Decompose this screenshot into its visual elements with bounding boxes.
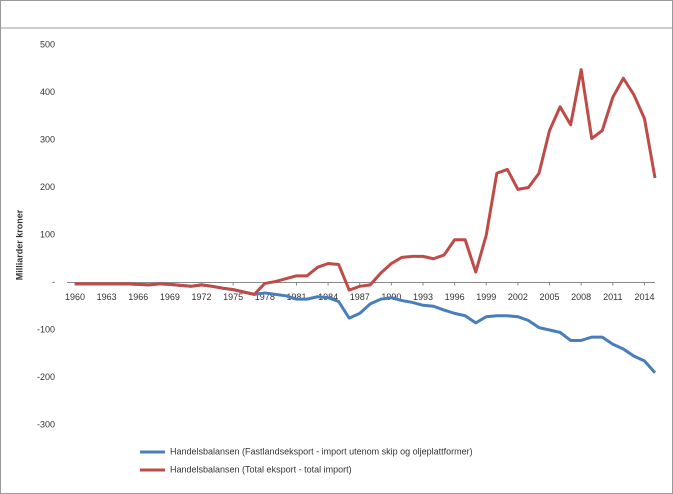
y-tick-label: 300 xyxy=(40,134,55,144)
x-tick-label: 1966 xyxy=(128,292,148,302)
x-tick-label: 1969 xyxy=(160,292,180,302)
y-tick-label: - xyxy=(52,277,55,287)
x-tick-label: 1996 xyxy=(445,292,465,302)
x-tick-label: 1972 xyxy=(192,292,212,302)
x-tick-label: 1963 xyxy=(97,292,117,302)
x-tick-label: 2011 xyxy=(603,292,622,302)
x-tick-label: 1981 xyxy=(286,292,306,302)
legend-label: Handelsbalansen (Fastlandseksport - impo… xyxy=(170,446,473,456)
y-tick-label: -200 xyxy=(37,372,55,382)
x-tick-label: 1999 xyxy=(476,292,496,302)
y-axis-label: Milliarder kroner xyxy=(14,209,24,280)
y-tick-label: 100 xyxy=(40,229,55,239)
y-tick-label: 200 xyxy=(40,182,55,192)
x-tick-label: 1975 xyxy=(223,292,243,302)
x-tick-label: 2008 xyxy=(571,292,591,302)
x-tick-label: 2014 xyxy=(634,292,654,302)
x-tick-label: 1987 xyxy=(350,292,370,302)
x-tick-label: 2005 xyxy=(540,292,560,302)
y-tick-label: 500 xyxy=(40,39,55,49)
x-tick-label: 1960 xyxy=(65,292,85,302)
y-tick-label: -300 xyxy=(37,419,55,429)
y-tick-label: -100 xyxy=(37,324,55,334)
y-tick-label: 400 xyxy=(40,87,55,97)
x-tick-label: 2002 xyxy=(508,292,528,302)
legend-label: Handelsbalansen (Total eksport - total i… xyxy=(170,464,352,474)
x-tick-label: 1978 xyxy=(255,292,275,302)
series-line xyxy=(75,68,657,296)
x-tick-label: 1993 xyxy=(413,292,433,302)
